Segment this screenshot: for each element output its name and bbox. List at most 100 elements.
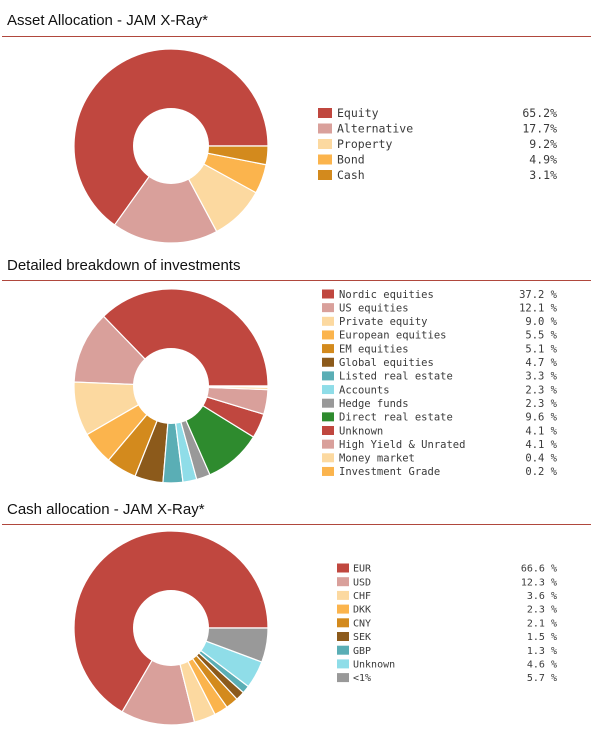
legend-swatch (322, 289, 334, 299)
legend-swatch (337, 563, 349, 573)
legend-label: Investment Grade (339, 466, 440, 478)
legend-swatch (337, 645, 349, 655)
legend-label: CHF (353, 591, 371, 602)
legend-value: 2.3 % (525, 384, 557, 396)
legend-value: 2.3 % (527, 605, 557, 616)
legend-swatch (337, 577, 349, 587)
legend-swatch (322, 344, 334, 354)
legend-value: 12.1 % (519, 302, 558, 314)
legend-value: 3.6 % (527, 591, 557, 602)
legend-label: Listed real estate (339, 371, 453, 383)
detailed-breakdown-chart: Nordic equities 37.2 % US equities 12.1 % Pr… (73, 288, 558, 484)
legend-swatch (318, 154, 332, 165)
legend-swatch (337, 590, 349, 600)
legend-label: Direct real estate (339, 412, 453, 424)
legend-label: Bond (337, 153, 365, 167)
legend-label: Alternative (337, 122, 413, 136)
legend-label: US equities (339, 302, 409, 314)
legend-label: Equity (337, 106, 379, 120)
legend-label: Property (337, 137, 392, 151)
title-divider (2, 36, 591, 37)
pie-slice (113, 144, 218, 244)
title-divider (2, 280, 591, 281)
legend-label: EM equities (339, 343, 409, 355)
legend-value: 9.2% (529, 137, 557, 151)
legend-swatch (322, 398, 334, 408)
asset-allocation-section: Asset Allocation - JAM X-Ray* Equity 65.2… (0, 12, 604, 252)
chart-title: Cash allocation - JAM X-Ray* (7, 501, 205, 518)
legend-swatch (318, 170, 332, 180)
legend-swatch (337, 604, 349, 614)
pie-slice (102, 288, 269, 387)
legend-value: 37.2 % (519, 289, 558, 301)
legend-value: 1.3 % (527, 646, 557, 657)
legend-label: Private equity (339, 316, 428, 328)
legend-value: 5.7 % (527, 673, 557, 684)
legend-label: CNY (353, 618, 371, 629)
legend-swatch (322, 466, 334, 476)
legend-value: 65.2% (522, 106, 557, 120)
legend-value: 5.5 % (525, 330, 557, 342)
legend-value: 66.6 % (521, 564, 557, 575)
legend-swatch (322, 357, 334, 367)
legend-label: Accounts (339, 384, 390, 396)
legend-label: Nordic equities (339, 289, 434, 301)
legend-swatch (322, 316, 334, 326)
legend-swatch (318, 139, 332, 149)
cash-allocation-section: Cash allocation - JAM X-Ray* EUR 66.6 % US… (0, 501, 604, 737)
legend-value: 2.3 % (525, 398, 557, 410)
legend-value: 4.6 % (527, 660, 557, 671)
legend-label: USD (353, 577, 371, 588)
detailed-breakdown-section: Detailed breakdown of investments Nordic… (0, 257, 604, 492)
legend-value: 17.7% (522, 122, 557, 136)
legend-swatch (322, 412, 334, 422)
legend-swatch (318, 108, 332, 118)
title-divider (2, 524, 591, 525)
donut-hole (133, 590, 209, 666)
legend-label: Hedge funds (339, 398, 409, 410)
legend-value: 4.9% (529, 153, 557, 167)
legend-swatch (322, 330, 334, 340)
legend-value: 0.4 % (525, 453, 557, 465)
legend-swatch (322, 439, 334, 449)
legend-value: 3.3 % (525, 371, 557, 383)
legend-label: GBP (353, 646, 371, 657)
legend-label: Unknown (353, 660, 395, 671)
legend-value: 9.6 % (525, 412, 557, 424)
legend-label: Cash (337, 168, 365, 182)
legend-swatch (322, 303, 334, 313)
legend-label: Global equities (339, 357, 434, 369)
chart-title: Detailed breakdown of investments (7, 257, 241, 274)
asset-allocation-chart: Equity 65.2% Alternative 17.7% Property 9.2% B… (73, 48, 557, 244)
donut-hole (133, 108, 209, 184)
legend-value: 5.1 % (525, 343, 557, 355)
legend-value: 12.3 % (521, 577, 557, 588)
legend-swatch (322, 385, 334, 395)
legend-label: Money market (339, 453, 415, 465)
legend-label: DKK (353, 605, 371, 616)
legend-swatch (337, 673, 349, 683)
legend-value: 9.0 % (525, 316, 557, 328)
legend-value: 2.1 % (527, 618, 557, 629)
legend-label: SEK (353, 632, 371, 643)
cash-allocation-chart: EUR 66.6 % USD 12.3 % CHF 3.6 % DKK 2.3 % CNY 2.1… (73, 530, 557, 726)
legend-value: 0.2 % (525, 466, 557, 478)
legend-value: 1.5 % (527, 632, 557, 643)
legend-label: European equities (339, 330, 446, 342)
legend-swatch (322, 371, 334, 381)
legend-label: EUR (353, 564, 372, 575)
legend-swatch (337, 659, 349, 669)
legend-swatch (322, 426, 334, 435)
legend-label: <1% (353, 673, 371, 684)
legend-value: 4.1 % (525, 439, 557, 451)
legend-label: Unknown (339, 425, 383, 437)
legend-swatch (322, 453, 334, 463)
legend-swatch (318, 123, 332, 134)
legend-label: High Yield & Unrated (339, 439, 465, 451)
chart-title: Asset Allocation - JAM X-Ray* (7, 12, 208, 29)
legend-value: 4.1 % (525, 425, 557, 437)
legend-value: 3.1% (529, 168, 557, 182)
legend-swatch (337, 632, 349, 641)
legend-value: 4.7 % (525, 357, 557, 369)
legend-swatch (337, 618, 349, 628)
